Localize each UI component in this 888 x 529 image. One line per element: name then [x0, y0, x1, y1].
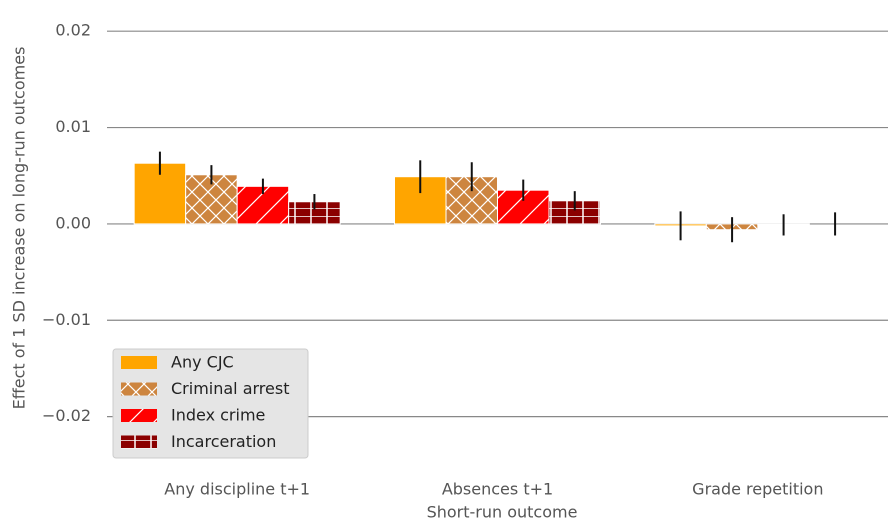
y-axis-label: Effect of 1 SD increase on long-run outc… — [10, 47, 29, 410]
y-tick-label: −0.02 — [42, 406, 91, 425]
legend-swatch-hatch — [121, 435, 157, 449]
legend-swatch-hatch — [121, 382, 157, 396]
legend-swatch-hatch — [121, 409, 157, 422]
legend: Any CJC Criminal arrest Index crime Incarce… — [112, 348, 309, 459]
y-tick-label: 0.02 — [55, 21, 91, 40]
legend-box — [112, 348, 309, 459]
legend-label: Criminal arrest — [171, 379, 289, 398]
x-axis-label: Short-run outcome — [427, 503, 578, 522]
bar-hatch — [549, 200, 601, 224]
legend-label: Incarceration — [171, 432, 276, 451]
legend-label: Index crime — [171, 406, 265, 425]
y-tick-label: 0.00 — [55, 213, 91, 232]
x-tick-label: Any discipline t+1 — [164, 480, 310, 499]
legend-label: Any CJC — [171, 353, 234, 372]
y-tick-label: 0.01 — [55, 117, 91, 136]
y-tick-label: −0.01 — [42, 310, 91, 329]
x-tick-label: Grade repetition — [692, 480, 823, 499]
x-tick-label: Absences t+1 — [442, 480, 553, 499]
bar-hatch — [288, 201, 341, 224]
legend-swatch — [121, 356, 157, 369]
